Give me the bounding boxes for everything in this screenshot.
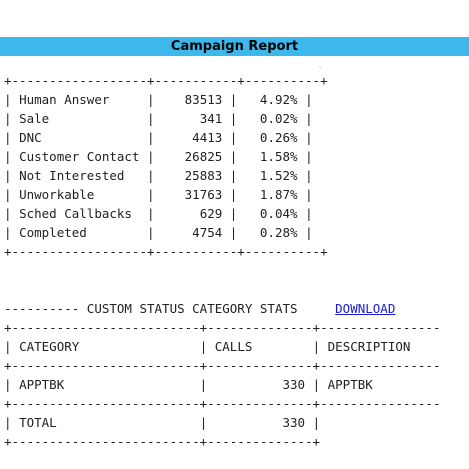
status-name: Completed xyxy=(19,225,87,240)
status-name: Customer Contact xyxy=(19,149,140,164)
status-percent: 1.52% xyxy=(259,168,298,183)
custom-status-stats-table: ---------- CUSTOM STATUS CATEGORY STATS … xyxy=(4,301,441,449)
status-name: Human Answer xyxy=(19,92,110,107)
category-calls: 330 xyxy=(282,377,306,392)
status-name: DNC xyxy=(19,130,42,145)
status-count: 629 xyxy=(199,206,223,221)
header-description: DESCRIPTION xyxy=(327,339,411,354)
status-name: Unworkable xyxy=(19,187,95,202)
status-count: 25883 xyxy=(184,168,223,183)
status-percent: 0.04% xyxy=(259,206,298,221)
status-name: Sale xyxy=(19,111,50,126)
status-count: 83513 xyxy=(184,92,223,107)
download-link[interactable]: DOWNLOAD xyxy=(335,301,396,316)
status-count: 26825 xyxy=(184,149,223,164)
category-description: APPTBK xyxy=(327,377,373,392)
status-percent: 4.92% xyxy=(259,92,298,107)
status-name: Sched Callbacks xyxy=(19,206,132,221)
status-count: 4413 xyxy=(192,130,223,145)
total-label: TOTAL xyxy=(19,415,57,430)
status-percent: 0.02% xyxy=(259,111,298,126)
report-title-bar: Campaign Report xyxy=(0,37,469,56)
header-calls: CALLS xyxy=(214,339,253,354)
status-percent: 1.87% xyxy=(259,187,298,202)
status-percent: 1.58% xyxy=(259,149,298,164)
header-category: CATEGORY xyxy=(19,339,80,354)
status-summary-table: +------------------+-----------+--------… xyxy=(4,73,328,259)
status-percent: 0.26% xyxy=(259,130,298,145)
tick-mark: ` xyxy=(318,66,323,75)
status-name: Not Interested xyxy=(19,168,125,183)
custom-stats-heading: CUSTOM STATUS CATEGORY STATS xyxy=(86,301,298,316)
report-title: Campaign Report xyxy=(170,39,299,54)
category-name: APPTBK xyxy=(19,377,65,392)
status-count: 4754 xyxy=(192,225,223,240)
status-percent: 0.28% xyxy=(259,225,298,240)
status-count: 31763 xyxy=(184,187,223,202)
status-count: 341 xyxy=(199,111,223,126)
total-calls: 330 xyxy=(282,415,306,430)
